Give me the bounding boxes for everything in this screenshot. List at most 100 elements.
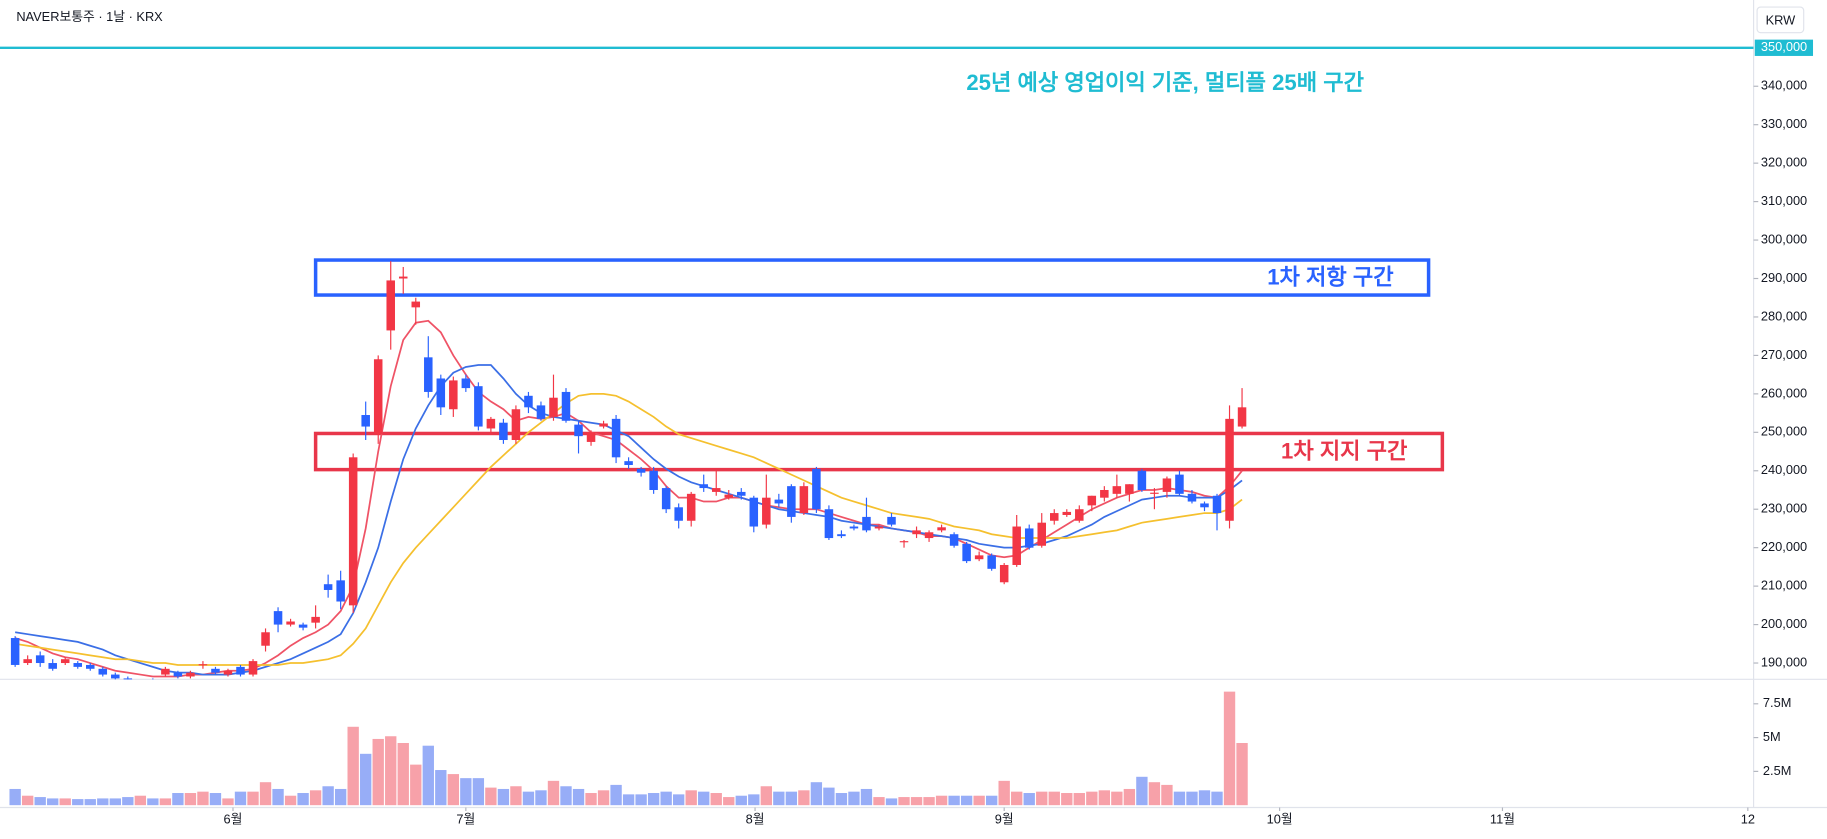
- volume-bar: [1236, 742, 1248, 806]
- candle-body: [599, 423, 608, 427]
- volume-bar: [72, 799, 84, 806]
- volume-bar: [1198, 790, 1211, 806]
- candle-body: [23, 659, 32, 664]
- volume-bar: [585, 793, 597, 806]
- volume-bar: [84, 799, 96, 806]
- volume-bar: [97, 798, 109, 806]
- candle-body: [1087, 495, 1097, 506]
- candle-body: [348, 457, 358, 606]
- candle-body: [223, 670, 233, 675]
- candle-body: [186, 672, 195, 677]
- volume-bar: [1161, 784, 1173, 806]
- price-label-box: [1754, 39, 1814, 56]
- candle-body: [899, 541, 909, 543]
- price-label: 350,000: [1761, 39, 1807, 54]
- zone: [313, 431, 1445, 472]
- y-tick-label: 340,000: [1761, 78, 1807, 93]
- volume-bar: [1023, 793, 1035, 806]
- candle-body: [949, 534, 959, 546]
- candle-body: [1187, 493, 1197, 502]
- candle-body: [1075, 509, 1084, 521]
- y-tick-label: 190,000: [1761, 654, 1807, 669]
- candle-body: [812, 468, 821, 510]
- volume-bar: [1223, 691, 1236, 806]
- volume-bar: [685, 790, 697, 806]
- symbol-title: NAVER보통주 · 1날 · KRX: [16, 9, 163, 24]
- candle-body: [35, 655, 45, 664]
- volume-bar: [748, 794, 760, 806]
- volume-bar: [798, 790, 810, 806]
- candle-body: [436, 378, 446, 408]
- candle-body: [86, 664, 95, 669]
- volume-bar: [597, 790, 610, 806]
- volume-bar: [835, 793, 848, 806]
- candle-body: [661, 488, 671, 510]
- volume-bar: [760, 786, 772, 806]
- volume-bar: [360, 753, 372, 806]
- candle-body: [461, 378, 471, 389]
- volume-bar: [535, 790, 547, 806]
- candle-body: [1137, 470, 1147, 490]
- volume-bar: [309, 790, 322, 806]
- volume-tick-label: 5M: [1763, 729, 1781, 744]
- x-tick-label: 9월: [995, 812, 1014, 827]
- volume-bar: [698, 791, 710, 806]
- volume-bar: [1036, 791, 1048, 806]
- volume-bar: [34, 797, 46, 806]
- volume-bar: [522, 791, 535, 806]
- candle-body: [874, 526, 884, 529]
- volume-bar: [998, 780, 1010, 806]
- candle-body: [1175, 474, 1184, 494]
- volume-bar: [422, 745, 434, 806]
- volume-bar: [723, 797, 735, 806]
- volume-bar: [485, 787, 497, 806]
- y-tick-label: 330,000: [1761, 116, 1807, 131]
- volume-bar: [247, 791, 259, 806]
- candle-body: [361, 415, 370, 427]
- candle-body: [1037, 522, 1046, 546]
- candle-body: [762, 497, 771, 525]
- candle-body: [336, 580, 345, 602]
- candle-body: [311, 616, 320, 623]
- candle-body: [787, 486, 796, 517]
- zone-label: 1차 지지 구간: [1281, 439, 1407, 464]
- volume-bar: [710, 793, 722, 806]
- candle-body: [524, 395, 533, 408]
- volume-bar: [284, 795, 297, 806]
- volume-bar: [810, 782, 823, 806]
- volume-bar: [773, 791, 785, 806]
- candle-body: [1200, 503, 1209, 508]
- candle-body: [411, 301, 421, 308]
- volume-bar: [497, 788, 510, 806]
- volume-bar: [1048, 791, 1060, 806]
- y-tick-label: 260,000: [1761, 385, 1807, 400]
- candle-body: [173, 672, 183, 677]
- volume-bar: [1211, 791, 1223, 806]
- volume-bar: [572, 788, 585, 806]
- volume-bar: [234, 791, 247, 806]
- volume-bar: [21, 795, 34, 806]
- candle-body: [1112, 486, 1122, 494]
- candle-body: [236, 666, 245, 675]
- volume-bar: [823, 787, 835, 806]
- y-tick-label: 220,000: [1761, 539, 1807, 554]
- candle-body: [937, 527, 946, 531]
- candle-body: [248, 661, 258, 675]
- volume-bar: [1086, 791, 1098, 806]
- candle-body: [536, 405, 546, 419]
- candle-body: [1012, 526, 1021, 565]
- candle-body: [636, 468, 646, 473]
- volume-bar: [159, 798, 172, 806]
- candle-body: [987, 555, 996, 569]
- candle-body: [1150, 492, 1159, 494]
- candle-body: [674, 507, 683, 521]
- currency-box[interactable]: [1756, 6, 1805, 34]
- volume-bar: [59, 798, 71, 806]
- candle-body: [261, 632, 270, 646]
- volume-bar: [1098, 790, 1111, 806]
- volume-bar: [923, 797, 935, 806]
- x-tick-label: 8월: [746, 812, 765, 827]
- candle-body: [449, 380, 458, 410]
- y-tick-label: 320,000: [1761, 155, 1807, 170]
